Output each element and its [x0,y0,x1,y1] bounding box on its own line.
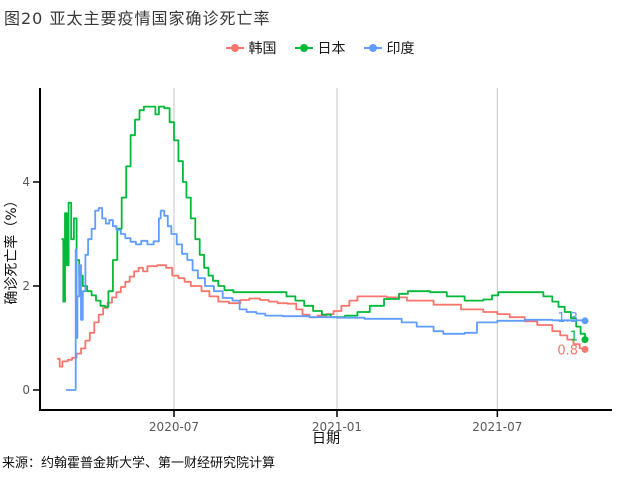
legend-label-japan: 日本 [317,41,346,57]
series-line-india [65,207,586,391]
x-tick-label-2021-07: 2021-07 [472,420,522,434]
legend-item-japan: 日本 [294,38,346,58]
y-axis-title: 确诊死亡率（%） [3,193,20,304]
legend-key-line-point-icon [363,41,382,55]
series-end-label-japan: 1 [570,330,578,345]
source-note: 来源：约翰霍普金斯大学、第一财经研究院计算 [2,456,276,471]
legend-label-india: 印度 [386,41,415,57]
series-end-point-india [581,317,589,325]
chart-title: 图20 亚太主要疫情国家确诊死亡率 [4,9,271,28]
legend-key-line-point-icon [225,41,244,55]
x-axis-title: 日期 [312,431,340,447]
y-tick-label-4: 4 [22,175,30,189]
series-end-label-india: 1.3 [557,311,578,326]
y-tick-label-0: 0 [22,383,30,397]
legend-key-line-point-icon [294,41,313,55]
series-line-korea [57,264,586,368]
chart-legend: 韩国 日本 印度 [0,38,640,58]
legend-label-korea: 韩国 [248,41,277,57]
series-end-label-korea: 0.8 [557,343,578,358]
series-line-japan [61,105,586,340]
series-end-point-japan [581,336,589,344]
y-tick-label-2: 2 [22,279,30,293]
series-end-point-korea [581,345,589,353]
legend-item-india: 印度 [363,38,415,58]
x-tick-label-2021-01: 2021-01 [312,420,362,434]
legend-item-korea: 韩国 [225,38,277,58]
x-tick-label-2020-07: 2020-07 [149,420,199,434]
